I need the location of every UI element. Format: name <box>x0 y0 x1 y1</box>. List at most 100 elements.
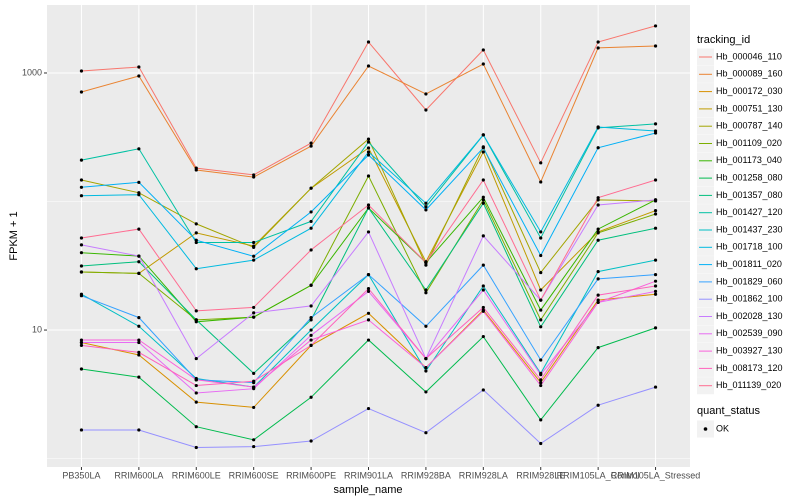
data-point <box>79 270 84 274</box>
data-point <box>424 291 428 295</box>
data-point <box>366 140 371 144</box>
y-axis-title: FPKM + 1 <box>8 211 20 260</box>
data-point <box>424 366 428 370</box>
y-tick-label: 1000 <box>22 67 42 77</box>
data-point <box>539 383 543 388</box>
data-point <box>366 230 371 234</box>
data-point <box>539 236 543 240</box>
legend-label: Hb_001258_080 <box>716 172 783 182</box>
data-point <box>539 418 543 422</box>
data-point <box>424 205 428 209</box>
legend-label: Hb_000787_140 <box>716 121 783 131</box>
data-point <box>481 146 485 150</box>
legend-swatch <box>703 427 708 431</box>
data-point <box>137 65 141 69</box>
data-point <box>366 318 371 322</box>
data-point <box>539 318 543 322</box>
x-tick-label: RRIM928BA <box>401 470 451 480</box>
data-point <box>137 428 141 432</box>
legend-label: Hb_001862_100 <box>716 294 783 304</box>
data-point <box>309 343 313 347</box>
data-point <box>424 288 428 292</box>
data-point <box>309 318 313 322</box>
data-point <box>653 212 658 216</box>
data-point <box>194 400 198 404</box>
data-point <box>653 258 658 262</box>
data-point <box>596 46 600 50</box>
legend-label: Hb_001357_080 <box>716 190 783 200</box>
data-point <box>653 131 658 135</box>
legend-label: Hb_001437_230 <box>716 224 783 234</box>
data-point <box>252 444 256 449</box>
data-point <box>539 358 543 362</box>
data-point <box>481 201 485 205</box>
data-point <box>596 346 600 350</box>
data-point <box>137 193 141 197</box>
data-point <box>194 378 198 382</box>
data-point <box>79 69 84 73</box>
data-point <box>309 186 313 190</box>
data-point <box>252 315 256 319</box>
data-point <box>653 226 658 230</box>
legend-label: Hb_008173_120 <box>716 363 783 373</box>
data-point <box>596 269 600 274</box>
x-tick-label: RRIM105LA_Stressed <box>611 470 701 480</box>
data-point <box>137 74 141 78</box>
data-point <box>481 150 485 154</box>
data-point <box>539 161 543 165</box>
legend-label: Hb_002028_130 <box>716 311 783 321</box>
data-point <box>79 158 84 162</box>
data-point <box>539 270 543 275</box>
data-point <box>481 288 485 292</box>
data-point <box>596 293 600 297</box>
data-point <box>653 208 658 213</box>
data-point <box>366 311 371 315</box>
data-point <box>137 271 141 275</box>
data-point <box>366 289 371 293</box>
legend-label: Hb_003927_130 <box>716 345 783 355</box>
data-point <box>481 195 485 199</box>
data-point <box>653 178 658 182</box>
x-tick-label: PB350LA <box>62 470 100 480</box>
data-point <box>596 277 600 281</box>
data-point <box>481 284 485 288</box>
legend-label: Hb_002539_090 <box>716 328 783 338</box>
data-point <box>194 240 198 245</box>
data-point <box>309 210 313 214</box>
data-point <box>596 300 600 305</box>
legend-title: tracking_id <box>697 34 750 46</box>
data-point <box>137 340 141 345</box>
x-tick-label: RRIM600SE <box>229 470 279 480</box>
data-point <box>653 122 658 126</box>
data-point <box>366 338 371 342</box>
data-point <box>424 390 428 394</box>
data-point <box>539 288 543 292</box>
data-point <box>366 146 371 150</box>
data-point <box>137 254 141 258</box>
x-tick-label: RRIM105LA_Control <box>557 470 640 480</box>
data-point <box>366 137 371 141</box>
data-point <box>309 328 313 332</box>
data-point <box>79 185 84 189</box>
data-point <box>653 44 658 48</box>
data-point <box>366 206 371 210</box>
x-tick-label: RRIM901LA <box>344 470 393 480</box>
data-point <box>194 425 198 429</box>
data-point <box>137 315 141 320</box>
data-point <box>481 198 485 202</box>
data-point <box>194 356 198 361</box>
legend-label: Hb_000089_160 <box>716 69 783 79</box>
data-point <box>252 245 256 249</box>
data-point <box>194 383 198 388</box>
legend-label: Hb_001427_120 <box>716 207 783 217</box>
data-point <box>424 92 428 96</box>
data-point <box>481 309 485 313</box>
data-point <box>424 324 428 328</box>
x-tick-label: RRIM928LA <box>459 470 508 480</box>
data-point <box>424 369 428 373</box>
data-point <box>194 445 198 450</box>
data-point <box>539 373 543 377</box>
x-tick-label: RRIM600LA <box>114 470 163 480</box>
data-point <box>309 141 313 145</box>
